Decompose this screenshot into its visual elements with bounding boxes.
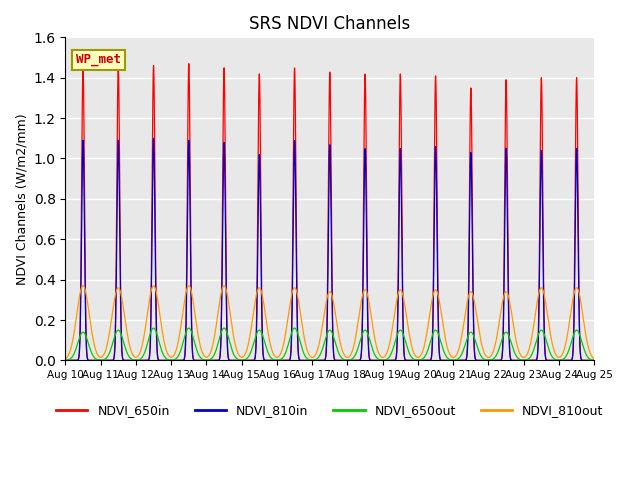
Legend: NDVI_650in, NDVI_810in, NDVI_650out, NDVI_810out: NDVI_650in, NDVI_810in, NDVI_650out, NDV…: [51, 399, 609, 422]
NDVI_810in: [591, 358, 598, 363]
NDVI_650in: [61, 358, 69, 363]
NDVI_650out: [154, 332, 161, 338]
NDVI_650out: [122, 346, 129, 352]
NDVI_810in: [264, 358, 272, 363]
Text: WP_met: WP_met: [76, 53, 121, 67]
Line: NDVI_650in: NDVI_650in: [65, 64, 595, 360]
NDVI_650in: [122, 358, 129, 363]
NDVI_650in: [153, 345, 161, 351]
NDVI_810in: [287, 343, 295, 348]
NDVI_810out: [122, 322, 130, 328]
NDVI_810out: [580, 321, 588, 326]
Line: NDVI_650out: NDVI_650out: [65, 328, 595, 360]
NDVI_650out: [264, 350, 272, 356]
NDVI_650out: [580, 346, 588, 352]
NDVI_650in: [287, 338, 295, 344]
NDVI_810out: [154, 295, 161, 300]
Line: NDVI_810out: NDVI_810out: [65, 286, 595, 359]
NDVI_650in: [264, 358, 272, 363]
NDVI_810out: [287, 294, 295, 300]
NDVI_650in: [580, 358, 588, 363]
Y-axis label: NDVI Channels (W/m2/mm): NDVI Channels (W/m2/mm): [15, 113, 28, 285]
NDVI_810in: [150, 135, 157, 141]
NDVI_810in: [154, 351, 161, 357]
NDVI_810out: [524, 351, 531, 357]
NDVI_810in: [61, 358, 69, 363]
NDVI_650out: [287, 331, 295, 336]
Title: SRS NDVI Channels: SRS NDVI Channels: [249, 15, 410, 33]
NDVI_650in: [591, 358, 598, 363]
NDVI_650in: [185, 61, 193, 67]
NDVI_810out: [79, 283, 87, 288]
NDVI_810in: [580, 358, 588, 363]
NDVI_810out: [61, 356, 69, 362]
Line: NDVI_810in: NDVI_810in: [65, 138, 595, 360]
NDVI_650out: [524, 357, 531, 362]
NDVI_810out: [264, 331, 272, 337]
NDVI_650in: [524, 358, 531, 363]
NDVI_810out: [591, 356, 598, 362]
NDVI_650out: [150, 325, 157, 331]
NDVI_810in: [524, 358, 531, 363]
NDVI_650out: [591, 358, 598, 363]
NDVI_650out: [61, 358, 69, 363]
NDVI_810in: [122, 358, 129, 363]
